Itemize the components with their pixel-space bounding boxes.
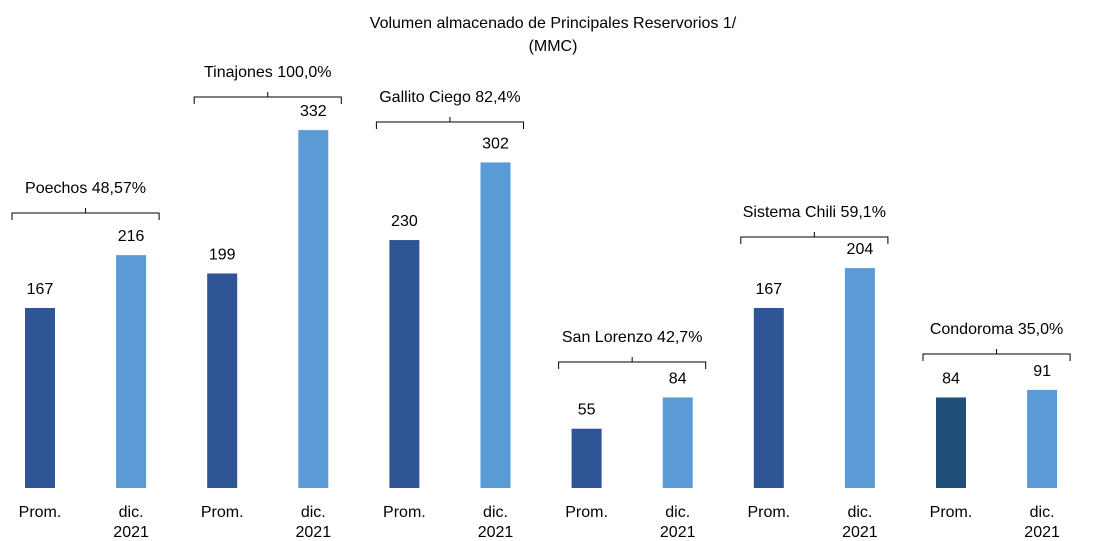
chart-subtitle: (MMC) [529,38,578,55]
value-label: 216 [118,228,145,245]
bar [1027,389,1058,488]
bar [571,428,602,488]
x-tick-label: Prom. [200,504,244,521]
bar [389,240,420,488]
group-bracket [558,357,707,369]
group-label: Tinajones 100,0% [204,64,332,81]
bar [844,268,875,488]
bar [480,162,511,488]
bar [936,397,966,488]
value-label: 55 [578,402,596,419]
x-tick-label: Prom. [565,504,608,521]
group-bracket [922,349,1071,361]
value-label: 167 [27,281,54,298]
value-label: 167 [755,281,782,298]
x-tick-label: dic. 2021 [659,504,696,541]
value-label: 332 [300,103,327,120]
x-tick-label: Prom. [18,504,62,521]
group-label: San Lorenzo 42,7% [562,329,703,346]
group-bracket [193,92,342,104]
chart-title: Volumen almacenado de Principales Reserv… [370,15,737,32]
x-tick-label: Prom. [747,504,791,521]
group-bracket [740,232,889,244]
value-label: 204 [847,241,874,258]
group-bracket [11,208,160,220]
group-label: Condoroma 35,0% [930,321,1063,338]
x-tick-label: Prom. [929,504,973,521]
x-tick-label: Prom. [383,504,426,521]
value-label: 84 [669,370,687,387]
value-label: 84 [942,370,960,387]
x-tick-label: dic. 2021 [477,504,514,541]
bar [662,397,693,488]
group-bracket [375,117,524,129]
bar [116,255,147,488]
bar [207,273,238,488]
group-label: Poechos 48,57% [25,180,146,197]
x-tick-label: dic. 2021 [113,504,149,541]
group-label: Sistema Chili 59,1% [743,204,886,221]
x-tick-label: dic. 2021 [295,504,332,541]
group-label: Gallito Ciego 82,4% [379,89,520,106]
value-label: 302 [482,135,509,152]
bar [753,307,784,488]
bar [25,307,55,488]
value-label: 91 [1033,363,1051,380]
x-tick-label: dic. 2021 [1024,504,1060,541]
value-label: 230 [391,213,418,230]
bar [298,130,329,488]
x-tick-label: dic. 2021 [842,504,878,541]
value-label: 199 [209,246,236,263]
